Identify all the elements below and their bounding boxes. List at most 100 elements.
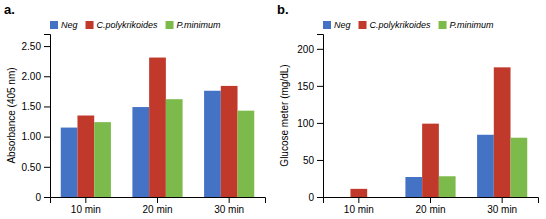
tick: 50	[303, 155, 323, 166]
tick-mark	[358, 197, 359, 203]
tick: 20 min	[415, 197, 445, 215]
bar	[61, 128, 78, 197]
series	[405, 135, 493, 197]
tick: 0.50	[22, 162, 50, 173]
plot-area: 0 0.50 1.00 1.50 2.00 2.50 10 min 20 min 30 min	[22, 35, 266, 216]
tick: 10 min	[71, 197, 101, 215]
tick: 30 min	[487, 197, 517, 215]
tick: 10 min	[344, 197, 374, 215]
tick-mark	[502, 197, 503, 203]
series	[350, 67, 510, 197]
legend-label: C.polykrikoides	[370, 20, 432, 30]
tick: 20 min	[142, 197, 172, 215]
legend-swatch	[86, 21, 94, 29]
legend-label: P.minimum	[177, 20, 221, 30]
figure: 00.501.001.502.002.5010 min20 min30 minA…	[0, 0, 546, 219]
bar	[334, 197, 351, 198]
tick-mark	[157, 197, 158, 203]
panel: 00.501.001.502.002.5010 min20 min30 minA…	[4, 2, 266, 215]
bars	[61, 58, 255, 197]
legend-swatch	[166, 21, 174, 29]
title: b.	[277, 2, 289, 17]
bar	[422, 124, 439, 197]
bar	[221, 86, 238, 197]
series	[61, 91, 221, 197]
tick-mark	[44, 46, 50, 47]
bar	[350, 189, 367, 197]
tick: 2.50	[22, 41, 50, 52]
tick-mark	[317, 123, 323, 124]
legend-label: Neg	[334, 20, 351, 30]
series	[439, 138, 527, 197]
x-axis: 10 min 20 min 30 min	[324, 197, 539, 215]
legend-swatch	[323, 21, 331, 29]
tick-mark	[44, 76, 50, 77]
bar	[511, 138, 528, 197]
legend-item: C.polykrikoides	[86, 20, 159, 30]
bar	[477, 135, 494, 197]
tick-label: 20 min	[142, 204, 172, 215]
tick-label: 1.50	[22, 101, 42, 112]
tick-label: 0	[308, 192, 314, 203]
bar	[439, 176, 456, 197]
tick-mark	[85, 197, 86, 203]
tick: 150	[297, 81, 323, 92]
tick-label: 100	[297, 118, 314, 129]
tick-label: 20 min	[415, 204, 445, 215]
tick: 2.00	[22, 71, 50, 82]
tick-mark	[44, 167, 50, 168]
tick-mark	[317, 197, 323, 198]
bars	[350, 67, 527, 197]
tick-mark	[430, 197, 431, 203]
tick-mark	[317, 160, 323, 161]
bar	[149, 58, 166, 197]
tick-mark	[317, 49, 323, 50]
legend-item: P.minimum	[439, 20, 494, 30]
bar	[77, 116, 94, 198]
tick-label: 10 min	[344, 204, 374, 215]
tick-label: 10 min	[71, 204, 101, 215]
tick-label: 30 min	[487, 204, 517, 215]
bar	[94, 122, 111, 197]
title: a.	[4, 2, 15, 17]
axis-line	[317, 35, 324, 198]
y-axis: 0 0.50 1.00 1.50 2.00 2.50	[22, 35, 51, 203]
legend-label: C.polykrikoides	[97, 20, 159, 30]
bar	[204, 91, 221, 197]
tick-label: 0.50	[22, 162, 42, 173]
axis-line	[44, 35, 51, 198]
tick: 1.50	[22, 101, 50, 112]
tick-label: 2.00	[22, 71, 42, 82]
tick: 0	[308, 192, 323, 203]
tick-mark	[44, 137, 50, 138]
tick: 0	[35, 192, 50, 203]
legend-swatch	[50, 21, 58, 29]
tick-mark	[44, 106, 50, 107]
tick-label: 50	[303, 155, 315, 166]
x-axis: 10 min 20 min 30 min	[51, 197, 266, 215]
tick: 30 min	[214, 197, 244, 215]
bar	[238, 111, 255, 197]
axis-line	[51, 198, 266, 204]
panel: 05010015020010 min20 min30 minGlucose me…	[277, 2, 539, 215]
axis-line	[324, 198, 539, 204]
legend-item: P.minimum	[166, 20, 221, 30]
bar	[367, 197, 384, 198]
legend-item: C.polykrikoides	[359, 20, 432, 30]
tick-label: 1.00	[22, 131, 42, 142]
tick-mark	[229, 197, 230, 203]
bar	[405, 177, 422, 197]
legend: NegC.polykrikoidesP.minimum	[50, 20, 221, 30]
legend-swatch	[359, 21, 367, 29]
tick: 1.00	[22, 131, 50, 142]
series	[94, 99, 254, 197]
tick-label: 30 min	[214, 204, 244, 215]
bar	[166, 99, 183, 197]
tick-label: 200	[297, 44, 314, 55]
tick-mark	[44, 197, 50, 198]
legend-swatch	[439, 21, 447, 29]
bar	[494, 67, 511, 197]
tick-label: 0	[35, 192, 41, 203]
tick-mark	[317, 86, 323, 87]
plot-area: 0 50 100 150 200 10 min 20 min 30 min	[297, 35, 538, 216]
